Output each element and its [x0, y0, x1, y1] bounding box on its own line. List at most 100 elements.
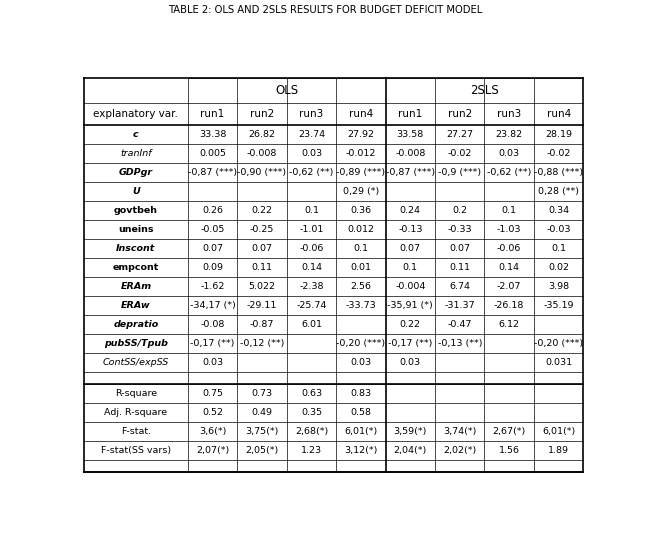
Text: 0.22: 0.22 — [400, 320, 421, 329]
Text: 0.03: 0.03 — [301, 149, 322, 158]
Text: -0,88 (***): -0,88 (***) — [534, 168, 583, 177]
Text: -0,90 (***): -0,90 (***) — [238, 168, 286, 177]
Text: GDPgr: GDPgr — [119, 168, 153, 177]
Text: -0.33: -0.33 — [447, 225, 472, 234]
Text: 1.23: 1.23 — [301, 446, 322, 455]
Text: 0.1: 0.1 — [353, 244, 368, 253]
Text: 0.22: 0.22 — [251, 206, 273, 215]
Text: 2,02(*): 2,02(*) — [443, 446, 477, 455]
Text: run4: run4 — [349, 109, 373, 119]
Text: -0,20 (***): -0,20 (***) — [337, 339, 385, 348]
Text: F-stat.: F-stat. — [121, 427, 151, 436]
Text: -0,13 (**): -0,13 (**) — [437, 339, 482, 348]
Text: -0.008: -0.008 — [247, 149, 277, 158]
Text: -0.08: -0.08 — [201, 320, 225, 329]
Text: -0.02: -0.02 — [546, 149, 571, 158]
Text: 0.2: 0.2 — [452, 206, 467, 215]
Text: run1: run1 — [201, 109, 225, 119]
Text: empcont: empcont — [113, 263, 159, 272]
Text: explanatory var.: explanatory var. — [94, 109, 178, 119]
Text: 0.09: 0.09 — [202, 263, 223, 272]
Text: -26.18: -26.18 — [494, 301, 525, 310]
Text: -0,89 (***): -0,89 (***) — [337, 168, 385, 177]
Text: -0,62 (**): -0,62 (**) — [487, 168, 531, 177]
Text: c: c — [133, 129, 139, 139]
Text: -0.008: -0.008 — [395, 149, 426, 158]
Text: 23.82: 23.82 — [495, 129, 523, 139]
Text: ERAw: ERAw — [121, 301, 150, 310]
Text: 26.82: 26.82 — [249, 129, 275, 139]
Text: -1.62: -1.62 — [201, 282, 225, 291]
Text: 23.74: 23.74 — [298, 129, 325, 139]
Text: -0,17 (**): -0,17 (**) — [190, 339, 235, 348]
Text: -35.19: -35.19 — [544, 301, 574, 310]
Text: 0.14: 0.14 — [499, 263, 519, 272]
Text: 0.07: 0.07 — [400, 244, 421, 253]
Text: 1.89: 1.89 — [548, 446, 569, 455]
Text: -0,12 (**): -0,12 (**) — [240, 339, 284, 348]
Text: 0.07: 0.07 — [449, 244, 470, 253]
Text: -0.87: -0.87 — [250, 320, 274, 329]
Text: 0.01: 0.01 — [350, 263, 371, 272]
Text: 0.24: 0.24 — [400, 206, 421, 215]
Text: 6.12: 6.12 — [499, 320, 519, 329]
Text: -0.004: -0.004 — [395, 282, 426, 291]
Text: 2,04(*): 2,04(*) — [394, 446, 427, 455]
Text: -0,87 (***): -0,87 (***) — [386, 168, 435, 177]
Text: TABLE 2: OLS AND 2SLS RESULTS FOR BUDGET DEFICIT MODEL: TABLE 2: OLS AND 2SLS RESULTS FOR BUDGET… — [169, 5, 482, 15]
Text: 0,28 (**): 0,28 (**) — [538, 187, 579, 196]
Text: 2.56: 2.56 — [350, 282, 371, 291]
Text: 3,12(*): 3,12(*) — [344, 446, 378, 455]
Text: 0.031: 0.031 — [545, 358, 572, 367]
Text: -35,91 (*): -35,91 (*) — [387, 301, 433, 310]
Text: 0.03: 0.03 — [202, 358, 223, 367]
Text: -0.03: -0.03 — [546, 225, 571, 234]
Text: 6,01(*): 6,01(*) — [542, 427, 575, 436]
Text: 0.14: 0.14 — [301, 263, 322, 272]
Text: -0.06: -0.06 — [299, 244, 324, 253]
Text: U: U — [132, 187, 140, 196]
Text: OLS: OLS — [275, 84, 298, 97]
Text: run4: run4 — [547, 109, 571, 119]
Text: 0.75: 0.75 — [202, 389, 223, 398]
Text: 3,59(*): 3,59(*) — [394, 427, 427, 436]
Text: 0.63: 0.63 — [301, 389, 322, 398]
Text: Inscont: Inscont — [117, 244, 156, 253]
Text: -25.74: -25.74 — [296, 301, 327, 310]
Text: 0.11: 0.11 — [449, 263, 470, 272]
Text: -29.11: -29.11 — [247, 301, 277, 310]
Text: 0.005: 0.005 — [199, 149, 226, 158]
Text: 0.11: 0.11 — [251, 263, 273, 272]
Text: 0.03: 0.03 — [499, 149, 519, 158]
Text: 3,75(*): 3,75(*) — [245, 427, 279, 436]
Text: pubSS/Tpub: pubSS/Tpub — [104, 339, 168, 348]
Text: 0.35: 0.35 — [301, 408, 322, 417]
Text: 2SLS: 2SLS — [470, 84, 499, 97]
Text: uneins: uneins — [118, 225, 154, 234]
Text: 0.012: 0.012 — [348, 225, 374, 234]
Text: 27.27: 27.27 — [447, 129, 473, 139]
Text: run2: run2 — [250, 109, 274, 119]
Text: -0,20 (***): -0,20 (***) — [534, 339, 583, 348]
Text: 6,01(*): 6,01(*) — [344, 427, 378, 436]
Text: depratio: depratio — [113, 320, 158, 329]
Text: tranInf: tranInf — [120, 149, 152, 158]
Text: -0,87 (***): -0,87 (***) — [188, 168, 237, 177]
Text: 33.38: 33.38 — [199, 129, 227, 139]
Text: -2.38: -2.38 — [299, 282, 324, 291]
Text: 27.92: 27.92 — [348, 129, 374, 139]
Text: ERAm: ERAm — [120, 282, 152, 291]
Text: -0.13: -0.13 — [398, 225, 422, 234]
Text: -0.47: -0.47 — [448, 320, 472, 329]
Text: 6.01: 6.01 — [301, 320, 322, 329]
Text: -0,17 (**): -0,17 (**) — [388, 339, 432, 348]
Text: ContSS/expSS: ContSS/expSS — [103, 358, 169, 367]
Text: 6.74: 6.74 — [449, 282, 470, 291]
Text: -0,62 (**): -0,62 (**) — [289, 168, 333, 177]
Text: -1.03: -1.03 — [497, 225, 521, 234]
Text: 0.03: 0.03 — [350, 358, 372, 367]
Text: Adj. R-square: Adj. R-square — [104, 408, 167, 417]
Text: 28.19: 28.19 — [545, 129, 572, 139]
Text: govtbeh: govtbeh — [114, 206, 158, 215]
Text: 3.98: 3.98 — [548, 282, 569, 291]
